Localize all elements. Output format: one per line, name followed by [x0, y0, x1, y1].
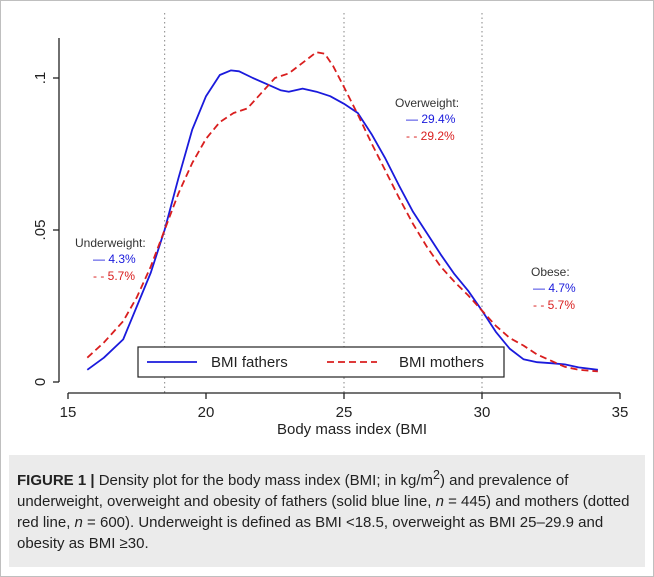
annotation-obese-mothers: - - 5.7% — [533, 298, 575, 312]
caption-text-2: ) and prevalence of underweight, overwei… — [17, 472, 569, 510]
x-tick-label: 25 — [336, 404, 353, 421]
annotation-obese-fathers: — 4.7% — [533, 281, 576, 295]
y-tick-label: .05 — [32, 220, 49, 241]
figure-caption: FIGURE 1 | Density plot for the body mas… — [17, 465, 641, 554]
x-tick-label: 35 — [612, 404, 629, 421]
y-tick-label: .1 — [32, 72, 49, 85]
annotation-overweight-mothers: - - 29.2% — [406, 129, 455, 143]
density-plot: 0 .05 .1 15 20 25 30 35 Body mass index (BMI BMI … — [32, 13, 629, 438]
x-tick-label: 30 — [474, 404, 491, 421]
legend-label-mothers: BMI mothers — [399, 354, 484, 371]
x-tick-label: 20 — [198, 404, 215, 421]
figure-caption-panel: FIGURE 1 | Density plot for the body mas… — [9, 455, 645, 567]
series-line-mothers — [86, 51, 598, 373]
caption-n-symbol-2: n — [74, 514, 83, 531]
annotation-underweight-fathers: — 4.3% — [93, 252, 136, 266]
annotation-overweight-heading: Overweight: — [395, 96, 459, 110]
caption-n-mothers: = 600). Underweight is defined as BMI <1… — [17, 514, 604, 552]
caption-n-fathers: = 445) and mothers (dotted red line, — [17, 493, 630, 531]
x-axis-title: Body mass index (BMI — [277, 421, 427, 438]
annotation-underweight-mothers: - - 5.7% — [93, 269, 135, 283]
annotation-underweight-heading: Underweight: — [75, 236, 146, 250]
series-line-fathers — [86, 69, 599, 371]
caption-n-symbol: n — [435, 493, 444, 510]
x-tick-label: 15 — [60, 404, 77, 421]
annotation-obese-heading: Obese: — [531, 265, 570, 279]
caption-text-1: Density plot for the body mass index (BM… — [98, 472, 434, 489]
figure-label: FIGURE 1 | — [17, 472, 95, 489]
y-tick-label: 0 — [32, 378, 49, 386]
annotation-overweight-fathers: — 29.4% — [406, 112, 456, 126]
legend-label-fathers: BMI fathers — [211, 354, 288, 371]
caption-superscript: 2 — [433, 468, 440, 482]
legend-box — [137, 346, 505, 378]
